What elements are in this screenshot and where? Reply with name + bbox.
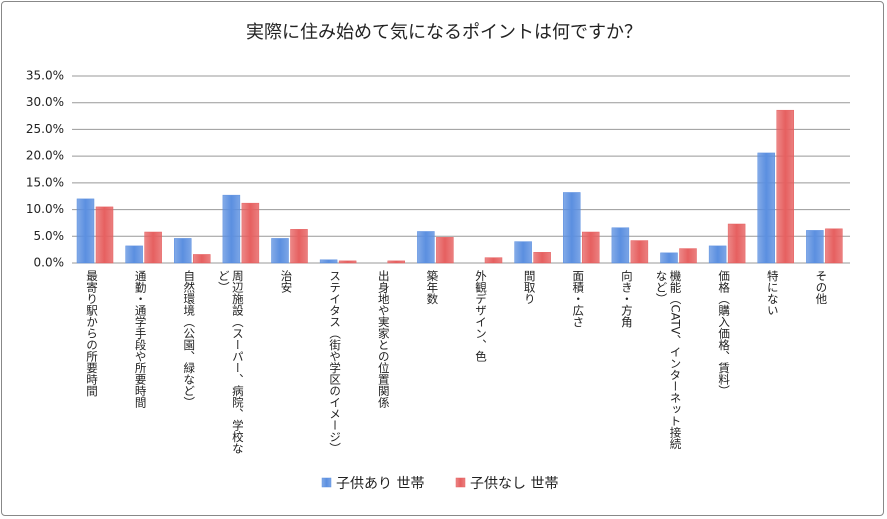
bar (611, 227, 630, 264)
x-tick-label: 通勤・通学手段や所要時間 (133, 270, 148, 408)
bar (484, 257, 503, 264)
bar (193, 254, 211, 264)
legend-label: 子供あり 世帯 (336, 476, 424, 492)
bar (660, 252, 678, 264)
x-tick-label: 間取り (522, 270, 537, 305)
bar (630, 240, 649, 264)
legend-swatch (321, 477, 332, 488)
bar (95, 206, 114, 264)
x-tick-label: 特にない (765, 270, 780, 316)
y-tick-label: 0.0% (34, 256, 65, 270)
bar (222, 194, 241, 264)
bar (76, 198, 95, 264)
y-tick-label: 20.0% (26, 149, 64, 163)
y-tick-label: 10.0% (26, 202, 64, 216)
x-tick-label: 最寄り駅からの所要時間 (85, 270, 99, 397)
y-tick-label: 35.0% (26, 69, 64, 83)
x-tick-label: 面積・広さ (571, 270, 586, 328)
bar (563, 192, 581, 264)
bar (319, 259, 338, 264)
bar (708, 245, 727, 264)
bar (776, 109, 794, 264)
x-tick-label: ステイタス（街や学区のイメージ） (328, 270, 343, 454)
y-tick-label: 15.0% (26, 175, 64, 189)
y-tick-label: 30.0% (26, 95, 64, 109)
bar (806, 230, 824, 264)
bar (417, 231, 435, 264)
bar (436, 237, 454, 264)
bar (271, 238, 289, 264)
bar (757, 152, 775, 264)
bar (290, 229, 308, 264)
x-tick-label: 周辺施設（スーパー、病院、学校など） (216, 270, 245, 454)
y-tick-label: 25.0% (26, 122, 64, 136)
legend-label: 子供なし 世帯 (470, 476, 558, 492)
x-tick-label: 価格（購入価格、賃料） (717, 270, 732, 397)
bar (174, 238, 192, 264)
y-tick-label: 5.0% (34, 229, 65, 243)
x-tick-label: その他 (814, 270, 829, 305)
bar (582, 231, 600, 264)
x-tick-label: 自然環境（公園、緑など） (182, 270, 197, 408)
legend-swatch (455, 477, 466, 488)
bar (679, 248, 697, 264)
x-tick-label: 治安 (279, 270, 294, 293)
bar (338, 260, 357, 264)
x-tick-label: 向き・方角 (619, 270, 634, 328)
bar (144, 231, 162, 264)
bar (387, 260, 405, 264)
x-tick-label: 機能（CATV、インターネット接続など） (654, 270, 683, 450)
x-tick-label: 出身地や実家との位置関係 (376, 270, 391, 408)
bar (125, 245, 143, 264)
chart-title: 実際に住み始めて気になるポイントは何ですか？ (246, 22, 642, 43)
bar (533, 252, 551, 264)
x-tick-label: 外観デザイン、色 (474, 270, 488, 362)
bar (241, 202, 260, 264)
bar (727, 223, 746, 264)
x-tick-label: 築年数 (425, 270, 440, 305)
bar (514, 241, 532, 264)
bar (825, 228, 843, 264)
